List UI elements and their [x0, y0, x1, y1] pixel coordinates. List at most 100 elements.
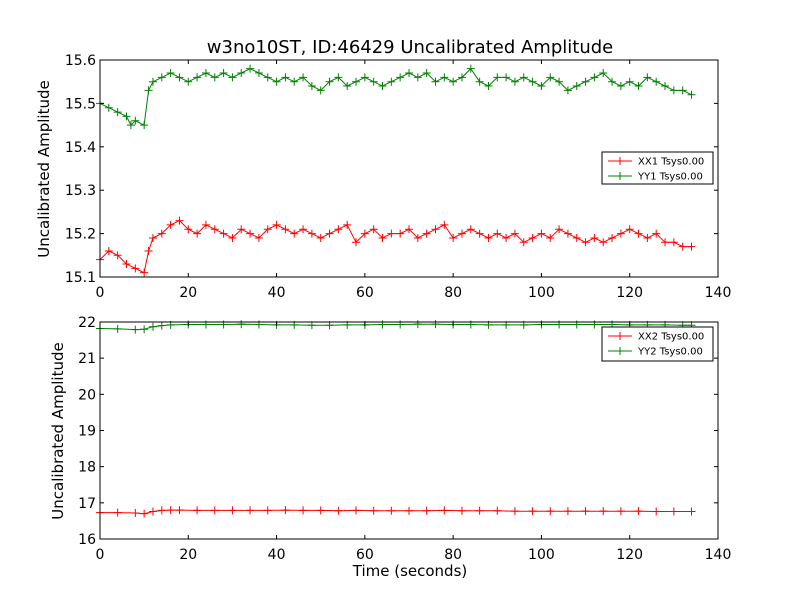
- data-point: [387, 229, 396, 238]
- data-point: [325, 321, 334, 330]
- data-point: [475, 506, 484, 515]
- data-point: [422, 69, 431, 78]
- x-tick-label: 80: [444, 285, 462, 301]
- data-point: [157, 321, 166, 330]
- data-point: [369, 506, 378, 515]
- legend-marker: [616, 332, 624, 340]
- data-point: [104, 103, 113, 112]
- data-point: [281, 506, 290, 515]
- data-point: [263, 225, 272, 234]
- data-point: [175, 506, 184, 515]
- data-point: [457, 73, 466, 82]
- chart-bottom: Uncalibrated Amplitude Time (seconds) 0 2…: [49, 315, 731, 580]
- data-point: [422, 506, 431, 515]
- x-axis-label: Time (seconds): [352, 562, 468, 580]
- data-point: [352, 77, 361, 86]
- y-tick-label: 15.4: [65, 140, 96, 156]
- data-point: [325, 77, 334, 86]
- data-point: [219, 69, 228, 78]
- data-point: [555, 77, 564, 86]
- data-point: [254, 69, 263, 78]
- x-tick-label: 60: [356, 285, 374, 301]
- data-point: [140, 325, 149, 334]
- data-point: [325, 229, 334, 238]
- data-point: [343, 82, 352, 91]
- data-point: [484, 233, 493, 242]
- data-point: [104, 246, 113, 255]
- data-point: [263, 506, 272, 515]
- data-point: [440, 220, 449, 229]
- data-point: [193, 506, 202, 515]
- data-point: [246, 64, 255, 73]
- data-point: [334, 73, 343, 82]
- data-point: [669, 86, 678, 95]
- plot-area-frame: [99, 59, 719, 278]
- data-point: [546, 73, 555, 82]
- data-point: [528, 507, 537, 516]
- data-point: [228, 506, 237, 515]
- data-point: [616, 82, 625, 91]
- data-point: [113, 108, 122, 117]
- data-point: [113, 251, 122, 260]
- data-point: [175, 73, 184, 82]
- legend-item: XX1 Tsys0.00: [608, 157, 704, 168]
- data-point: [272, 77, 281, 86]
- data-point: [228, 73, 237, 82]
- data-point: [369, 77, 378, 86]
- data-point: [193, 229, 202, 238]
- y-axis-label: Uncalibrated Amplitude: [49, 342, 67, 519]
- data-point: [634, 82, 643, 91]
- data-point: [466, 64, 475, 73]
- data-point: [616, 507, 625, 516]
- data-point: [281, 73, 290, 82]
- y-tick-label: 15.6: [65, 53, 96, 69]
- legend-item: XX2 Tsys0.00: [608, 332, 704, 343]
- legend-marker: [616, 172, 624, 180]
- data-point: [652, 77, 661, 86]
- data-point: [316, 86, 325, 95]
- data-point: [510, 507, 519, 516]
- legend-label: YY1 Tsys0.00: [637, 172, 703, 183]
- data-point: [599, 507, 608, 516]
- data-point: [502, 73, 511, 82]
- x-tick-label: 20: [179, 285, 197, 301]
- data-point: [113, 508, 122, 517]
- data-point: [625, 77, 634, 86]
- legend: XX2 Tsys0.00 YY2 Tsys0.00: [601, 326, 714, 362]
- data-point: [493, 229, 502, 238]
- data-point: [563, 86, 572, 95]
- data-point: [144, 246, 153, 255]
- x-tick-label: 40: [268, 547, 286, 563]
- x-tick-label: 0: [96, 547, 105, 563]
- data-point: [634, 507, 643, 516]
- data-point: [643, 73, 652, 82]
- data-point: [378, 82, 387, 91]
- data-point: [502, 233, 511, 242]
- data-point: [519, 73, 528, 82]
- data-point: [140, 268, 149, 277]
- series-line: [99, 67, 692, 126]
- data-point: [555, 225, 564, 234]
- data-point: [369, 225, 378, 234]
- data-point: [687, 90, 696, 99]
- data-point: [281, 225, 290, 234]
- data-point: [643, 233, 652, 242]
- x-tick-label: 60: [356, 547, 374, 563]
- data-point: [678, 86, 687, 95]
- data-point: [422, 229, 431, 238]
- y-tick-label: 22: [78, 315, 96, 331]
- data-point: [510, 77, 519, 86]
- data-point: [140, 509, 149, 518]
- data-point: [563, 229, 572, 238]
- data-point: [246, 229, 255, 238]
- data-point: [687, 242, 696, 251]
- data-point: [387, 506, 396, 515]
- data-point: [413, 233, 422, 242]
- series-1: [96, 216, 696, 277]
- data-point: [193, 73, 202, 82]
- data-point: [493, 73, 502, 82]
- x-tick-label: 120: [616, 547, 643, 563]
- series-1: [96, 506, 696, 518]
- data-point: [307, 82, 316, 91]
- legend: XX1 Tsys0.00 YY1 Tsys0.00: [601, 151, 714, 185]
